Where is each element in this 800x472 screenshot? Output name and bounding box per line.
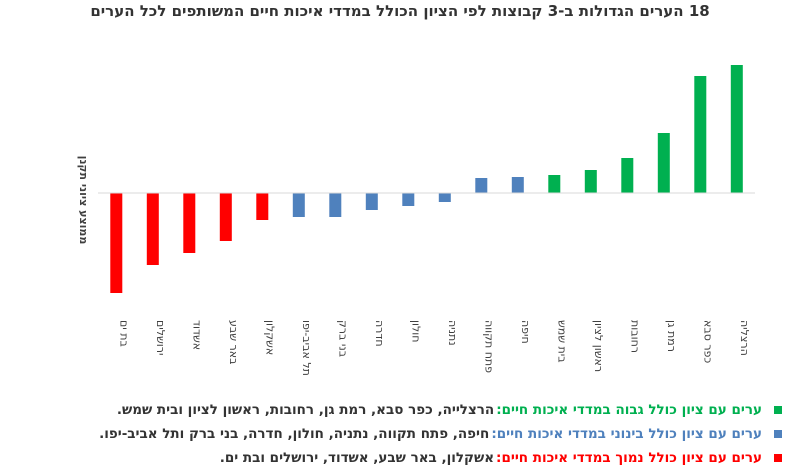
category-label: כפר סבא (701, 320, 714, 363)
bars-layer (110, 65, 743, 293)
bar-11 (511, 177, 524, 193)
category-label: חדרה (373, 320, 386, 347)
category-label: אשדוד (190, 320, 203, 350)
y-axis-label: ממוצע ציוני תקנן (77, 156, 90, 245)
category-label: חולון (409, 320, 422, 342)
chart-title: 18 הערים הגדולות ב-3 קבוצות לפי הציון הכ… (90, 2, 710, 20)
category-label: נתניה (446, 320, 459, 346)
category-label: בת ים (117, 320, 130, 347)
bar-15 (657, 133, 670, 193)
category-label: רמת גן (665, 320, 678, 352)
legend-item-low: ערים עם ציון כולל נמוך במדדי איכות חיים:… (20, 448, 782, 468)
category-label: באר שבע (227, 320, 240, 364)
legend-swatch-high (774, 406, 782, 414)
legend-swatch-low (774, 454, 782, 462)
bar-2 (183, 193, 196, 253)
category-label: בני ברק (336, 320, 349, 357)
bar-6 (329, 193, 342, 217)
bar-8 (402, 193, 415, 206)
bar-13 (584, 170, 597, 193)
legend-cities: חיפה, פתח תקווה, נתניה, חולון, חדרה, בני… (99, 426, 490, 442)
category-label: אשקלון (263, 320, 276, 355)
legend-item-high: ערים עם ציון כולל גבוה במדדי איכות חיים:… (20, 400, 782, 420)
legend-swatch-medium (774, 430, 782, 438)
category-label: בית שמש (555, 320, 568, 363)
bar-9 (438, 193, 451, 202)
bar-1 (146, 193, 159, 265)
bar-7 (365, 193, 378, 210)
category-label: תל אביב-יפו (300, 320, 313, 376)
bar-chart: בת ים ירושלים אשדוד באר שבע אשקלון תל אביב-יפ… (77, 65, 755, 376)
bar-0 (110, 193, 123, 293)
legend-group-label: ערים עם ציון כולל גבוה במדדי איכות חיים: (496, 402, 762, 418)
legend-cities: אשקלון, באר שבע, אשדוד, ירושלים ובת ים. (219, 450, 495, 466)
bar-3 (219, 193, 232, 241)
category-label: ירושלים (154, 320, 167, 355)
legend-item-medium: ערים עם ציון כולל בינוני במדדי איכות חיי… (20, 424, 782, 444)
bar-4 (256, 193, 269, 220)
category-label: ראשון לציון (592, 320, 605, 372)
category-labels: בת ים ירושלים אשדוד באר שבע אשקלון תל אביב-יפ… (117, 320, 751, 376)
bar-10 (475, 178, 488, 193)
bar-16 (694, 76, 707, 193)
bar-12 (548, 175, 561, 193)
legend-group-label: ערים עם ציון כולל בינוני במדדי איכות חיי… (491, 426, 762, 442)
bar-17 (730, 65, 743, 193)
category-label: חיפה (519, 320, 532, 344)
legend-cities: הרצלייה, כפר סבא, רמת גן, רחובות, ראשון … (116, 402, 495, 418)
legend: ערים עם ציון כולל גבוה במדדי איכות חיים:… (20, 400, 782, 472)
legend-group-label: ערים עם ציון כולל נמוך במדדי איכות חיים: (496, 450, 762, 466)
bar-14 (621, 158, 634, 193)
bar-5 (292, 193, 305, 217)
category-label: הרצליה (738, 320, 751, 356)
category-label: פתח תקווה (482, 320, 495, 373)
category-label: רחובות (628, 320, 641, 353)
